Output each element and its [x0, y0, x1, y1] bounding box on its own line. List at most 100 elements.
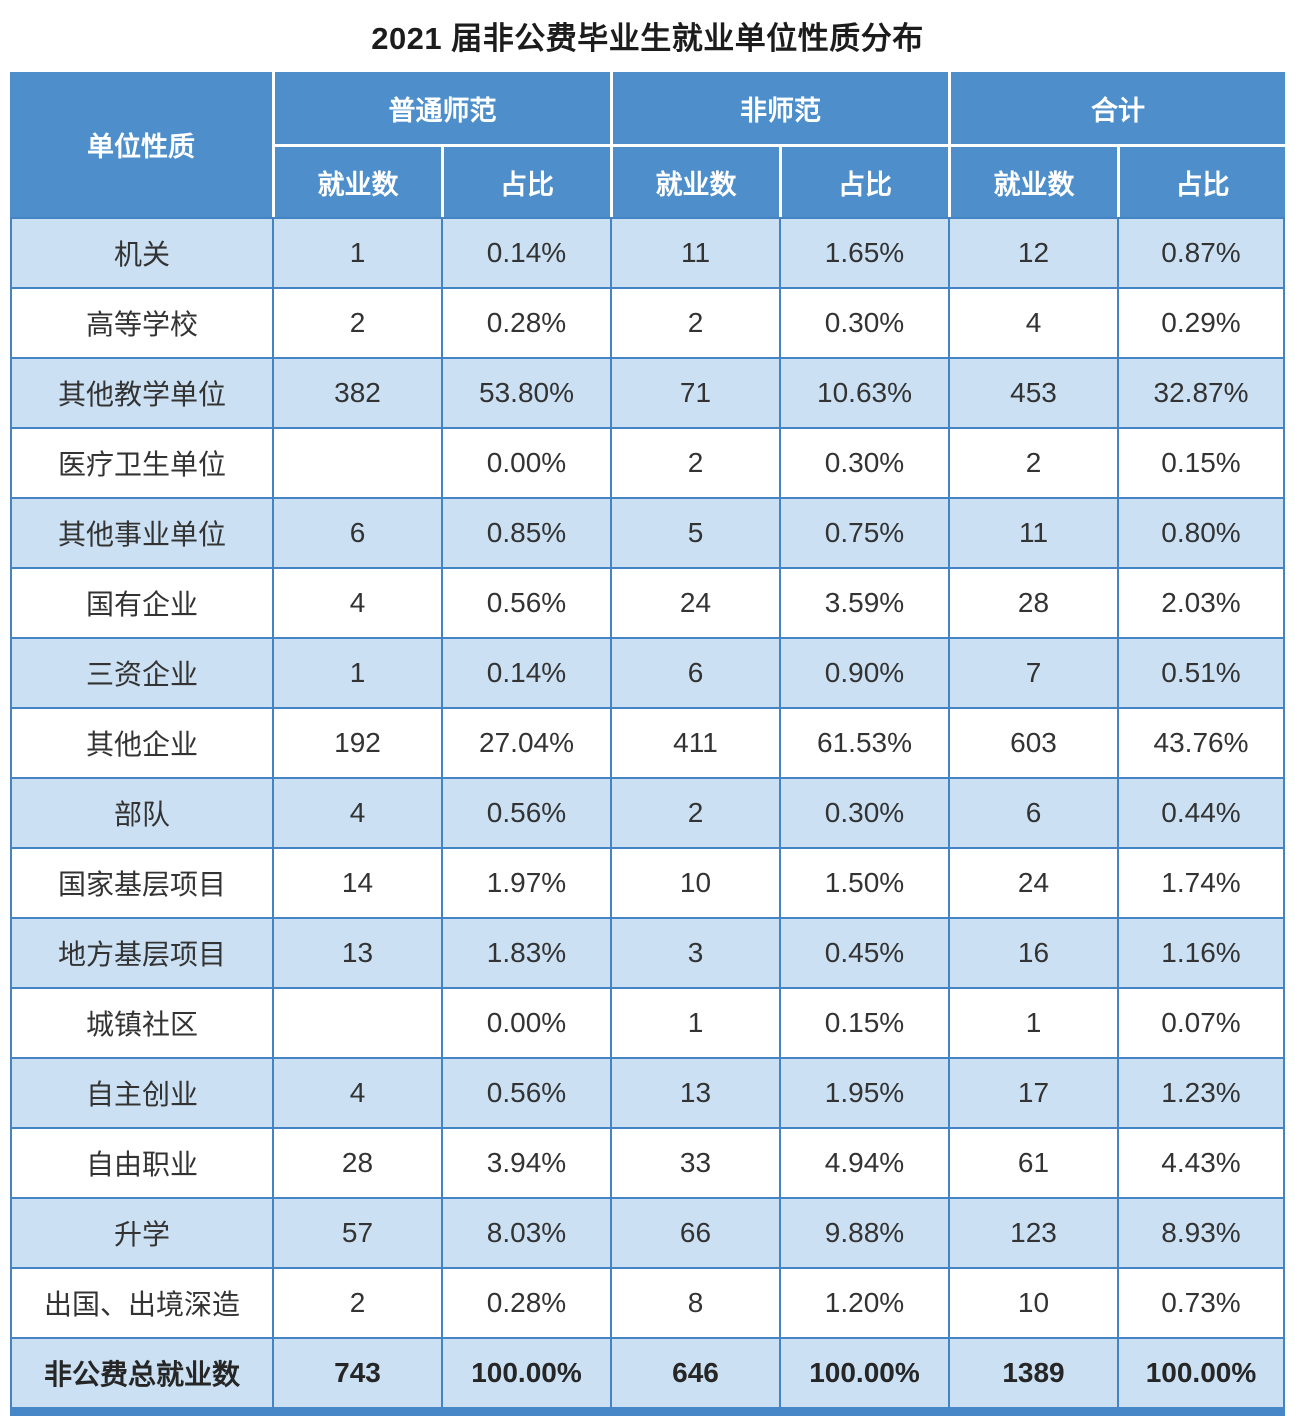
table-row: 出国、出境深造 2 0.28% 8 1.20% 10 0.73% [10, 1267, 1285, 1337]
table-row: 自主创业 4 0.56% 13 1.95% 17 1.23% [10, 1057, 1285, 1127]
value-cell: 100.00% [1117, 1337, 1285, 1407]
value-cell: 71 [610, 357, 779, 427]
value-cell: 453 [948, 357, 1117, 427]
row-label: 高等学校 [10, 287, 272, 357]
value-cell: 17 [948, 1057, 1117, 1127]
value-cell: 24 [948, 847, 1117, 917]
value-cell: 53.80% [441, 357, 610, 427]
row-label: 升学 [10, 1197, 272, 1267]
table-header: 单位性质 普通师范 非师范 合计 就业数 占比 就业数 占比 就业数 占比 [10, 72, 1285, 217]
value-cell: 0.44% [1117, 777, 1285, 847]
value-cell: 646 [610, 1337, 779, 1407]
value-cell: 603 [948, 707, 1117, 777]
row-label: 自主创业 [10, 1057, 272, 1127]
header-unit-nature: 单位性质 [10, 72, 272, 217]
value-cell: 11 [948, 497, 1117, 567]
value-cell: 8.93% [1117, 1197, 1285, 1267]
table-row: 医疗卫生单位 0.00% 2 0.30% 2 0.15% [10, 427, 1285, 497]
value-cell: 0.15% [1117, 427, 1285, 497]
value-cell: 123 [948, 1197, 1117, 1267]
subheader-employment-count: 就业数 [272, 147, 441, 217]
value-cell: 0.00% [441, 987, 610, 1057]
value-cell: 3.94% [441, 1127, 610, 1197]
value-cell: 1.16% [1117, 917, 1285, 987]
value-cell: 0.30% [779, 777, 948, 847]
value-cell: 0.29% [1117, 287, 1285, 357]
value-cell: 1 [610, 987, 779, 1057]
row-label: 三资企业 [10, 637, 272, 707]
value-cell: 0.07% [1117, 987, 1285, 1057]
value-cell: 12 [948, 217, 1117, 287]
value-cell: 1.50% [779, 847, 948, 917]
value-cell: 10 [610, 847, 779, 917]
value-cell: 32.87% [1117, 357, 1285, 427]
value-cell: 1.97% [441, 847, 610, 917]
value-cell: 0.28% [441, 287, 610, 357]
row-label: 其他教学单位 [10, 357, 272, 427]
subheader-ratio: 占比 [441, 147, 610, 217]
value-cell: 7 [948, 637, 1117, 707]
value-cell: 11 [610, 217, 779, 287]
value-cell: 0.56% [441, 777, 610, 847]
table-row: 地方基层项目 13 1.83% 3 0.45% 16 1.16% [10, 917, 1285, 987]
value-cell: 0.00% [441, 427, 610, 497]
value-cell: 66 [610, 1197, 779, 1267]
value-cell: 16 [948, 917, 1117, 987]
value-cell: 0.85% [441, 497, 610, 567]
value-cell: 2 [610, 777, 779, 847]
header-group-non-normal: 非师范 [610, 72, 948, 147]
row-label: 出国、出境深造 [10, 1267, 272, 1337]
value-cell: 2 [272, 1267, 441, 1337]
value-cell: 13 [272, 917, 441, 987]
value-cell: 9.88% [779, 1197, 948, 1267]
table-row: 自由职业 28 3.94% 33 4.94% 61 4.43% [10, 1127, 1285, 1197]
value-cell: 2.03% [1117, 567, 1285, 637]
value-cell: 0.28% [441, 1267, 610, 1337]
value-cell: 57 [272, 1197, 441, 1267]
value-cell: 743 [272, 1337, 441, 1407]
header-group-total: 合计 [948, 72, 1285, 147]
value-cell: 100.00% [779, 1337, 948, 1407]
value-cell: 10.63% [779, 357, 948, 427]
row-label: 地方基层项目 [10, 917, 272, 987]
value-cell: 61.53% [779, 707, 948, 777]
value-cell: 8 [610, 1267, 779, 1337]
value-cell: 0.45% [779, 917, 948, 987]
value-cell: 2 [610, 427, 779, 497]
value-cell: 192 [272, 707, 441, 777]
value-cell: 0.30% [779, 287, 948, 357]
row-label: 国有企业 [10, 567, 272, 637]
table-row: 非公费总就业数 743 100.00% 646 100.00% 1389 100.00% [10, 1337, 1285, 1407]
value-cell [272, 427, 441, 497]
value-cell: 0.14% [441, 637, 610, 707]
value-cell: 1.65% [779, 217, 948, 287]
value-cell: 0.15% [779, 987, 948, 1057]
row-label: 机关 [10, 217, 272, 287]
table-row: 其他企业 192 27.04% 411 61.53% 603 43.76% [10, 707, 1285, 777]
table-row: 国家基层项目 14 1.97% 10 1.50% 24 1.74% [10, 847, 1285, 917]
value-cell: 43.76% [1117, 707, 1285, 777]
subheader-ratio: 占比 [779, 147, 948, 217]
subheader-employment-count: 就业数 [610, 147, 779, 217]
row-label: 其他企业 [10, 707, 272, 777]
value-cell: 1 [272, 637, 441, 707]
table-row: 升学 57 8.03% 66 9.88% 123 8.93% [10, 1197, 1285, 1267]
subheader-employment-count: 就业数 [948, 147, 1117, 217]
value-cell: 8.03% [441, 1197, 610, 1267]
value-cell: 1.83% [441, 917, 610, 987]
value-cell: 61 [948, 1127, 1117, 1197]
table-body: 机关 1 0.14% 11 1.65% 12 0.87% 高等学校 2 0.28% 2 0.30% 4 0… [10, 217, 1285, 1407]
value-cell: 6 [948, 777, 1117, 847]
header-group-regular-normal: 普通师范 [272, 72, 610, 147]
value-cell: 0.56% [441, 1057, 610, 1127]
value-cell: 4.94% [779, 1127, 948, 1197]
value-cell: 0.14% [441, 217, 610, 287]
value-cell: 24 [610, 567, 779, 637]
table-row: 部队 4 0.56% 2 0.30% 6 0.44% [10, 777, 1285, 847]
value-cell: 28 [272, 1127, 441, 1197]
value-cell: 0.87% [1117, 217, 1285, 287]
table-row: 三资企业 1 0.14% 6 0.90% 7 0.51% [10, 637, 1285, 707]
value-cell: 2 [948, 427, 1117, 497]
table-row: 城镇社区 0.00% 1 0.15% 1 0.07% [10, 987, 1285, 1057]
value-cell: 4.43% [1117, 1127, 1285, 1197]
